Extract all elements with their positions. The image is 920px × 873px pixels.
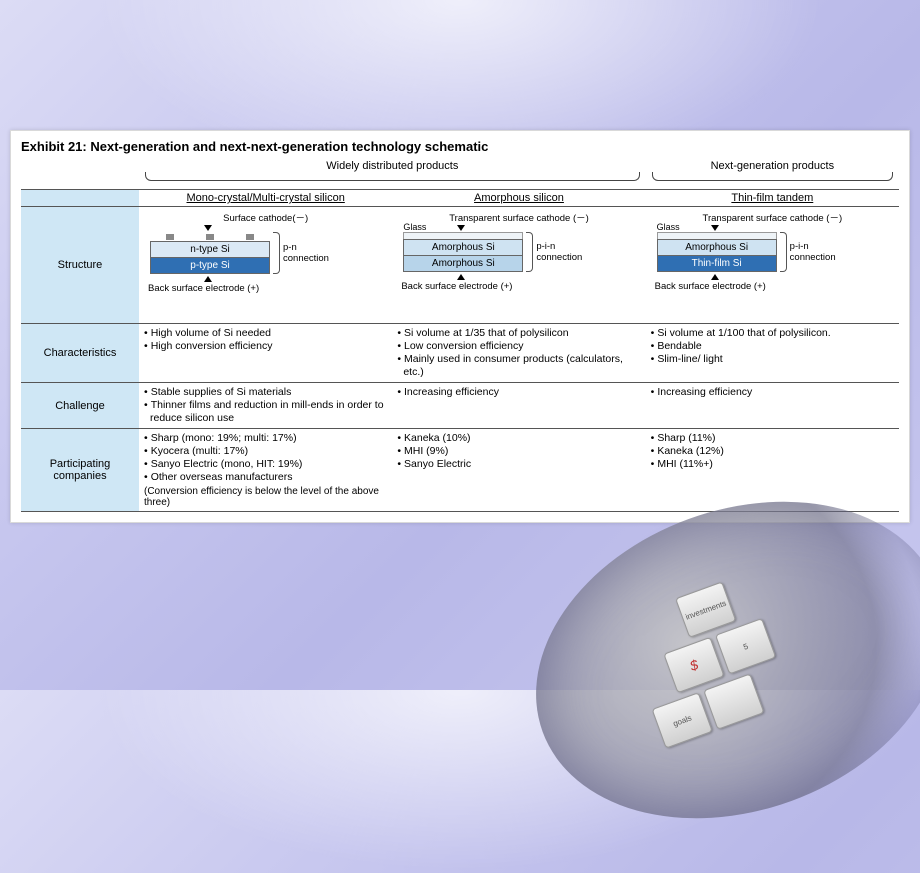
- row-label-structure: Structure: [21, 207, 139, 324]
- key-5: 5: [715, 618, 776, 675]
- col-tandem: Thin-film tandem: [646, 190, 899, 207]
- col-mono: Mono-crystal/Multi-crystal silicon: [139, 190, 392, 207]
- chal-tandem: Increasing efficiency: [646, 383, 899, 429]
- table-row-characteristics: Characteristics High volume of Si needed…: [21, 324, 899, 383]
- char-amorph: Si volume at 1/35 that of polysiliconLow…: [392, 324, 645, 383]
- category-label: Widely distributed products: [326, 160, 458, 172]
- part-mono: Sharp (mono: 19%; multi: 17%)Kyocera (mu…: [139, 429, 392, 512]
- structure-amorph-cell: Transparent surface cathode (－)GlassAmor…: [392, 207, 645, 324]
- exhibit-panel: Exhibit 21: Next-generation and next-nex…: [10, 130, 910, 523]
- chal-amorph: Increasing efficiency: [392, 383, 645, 429]
- part-tandem: Sharp (11%)Kaneka (12%)MHI (11%+): [646, 429, 899, 512]
- chal-mono: Stable supplies of Si materialsThinner f…: [139, 383, 392, 429]
- row-label-characteristics: Characteristics: [21, 324, 139, 383]
- table-row-structure: Structure Surface cathode(－)n-type Sip-t…: [21, 207, 899, 324]
- exhibit-title: Exhibit 21: Next-generation and next-nex…: [21, 139, 899, 154]
- structure-mono-cell: Surface cathode(－)n-type Sip-type Sip-nc…: [139, 207, 392, 324]
- table-row-participating: Participating companies Sharp (mono: 19%…: [21, 429, 899, 512]
- category-label: Next-generation products: [711, 160, 835, 172]
- corner-cell: [21, 190, 139, 207]
- char-mono: High volume of Si neededHigh conversion …: [139, 324, 392, 383]
- key-goals: goals: [652, 692, 713, 749]
- spacer: [21, 160, 139, 187]
- table-row-columns: Mono-crystal/Multi-crystal silicon Amorp…: [21, 190, 899, 207]
- key-blank: [703, 673, 764, 730]
- category-widely-distributed: Widely distributed products: [139, 160, 646, 187]
- brace-right: [652, 172, 893, 181]
- technology-table: Mono-crystal/Multi-crystal silicon Amorp…: [21, 189, 899, 512]
- category-next-gen: Next-generation products: [646, 160, 899, 187]
- part-amorph: Kaneka (10%)MHI (9%)Sanyo Electric: [392, 429, 645, 512]
- brace-left: [145, 172, 640, 181]
- structure-tandem-cell: Transparent surface cathode (－)GlassAmor…: [646, 207, 899, 324]
- row-label-participating: Participating companies: [21, 429, 139, 512]
- category-row: Widely distributed products Next-generat…: [21, 160, 899, 187]
- col-amorph: Amorphous silicon: [392, 190, 645, 207]
- row-label-challenge: Challenge: [21, 383, 139, 429]
- char-tandem: Si volume at 1/100 that of polysilicon.B…: [646, 324, 899, 383]
- table-row-challenge: Challenge Stable supplies of Si material…: [21, 383, 899, 429]
